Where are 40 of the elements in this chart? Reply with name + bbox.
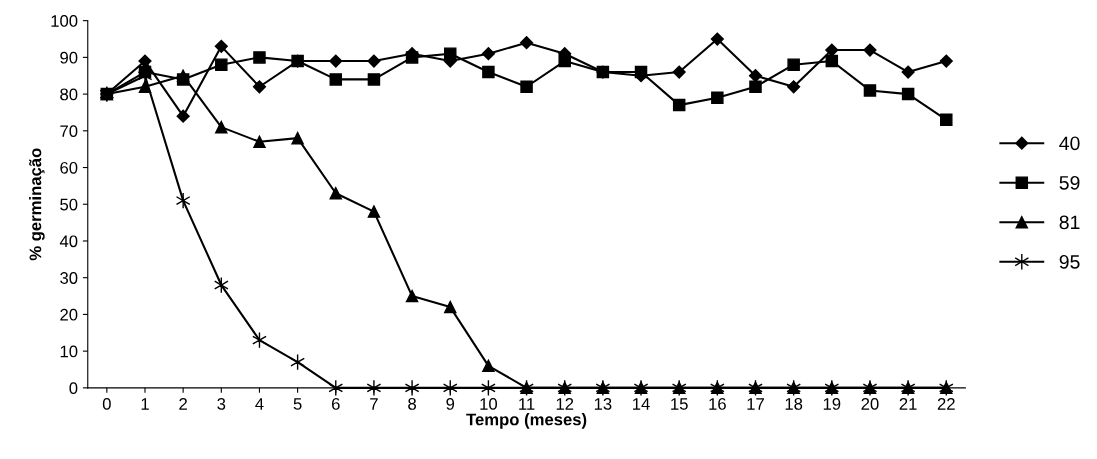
legend-label: 59 xyxy=(1059,175,1080,190)
x-tick-label: 9 xyxy=(446,398,455,410)
x-tick-label: 0 xyxy=(102,398,111,410)
x-tick-label: 7 xyxy=(370,398,378,410)
x-tick-label: 2 xyxy=(179,398,187,410)
x-tick-label: 16 xyxy=(709,398,726,410)
x-tick-label: 3 xyxy=(217,398,226,410)
x-tick-label: 20 xyxy=(861,398,879,410)
y-tick-label: 100 xyxy=(51,15,78,27)
x-axis-title: Tempo (meses) xyxy=(466,413,587,429)
x-tick-label: 8 xyxy=(408,398,416,410)
x-tick-label: 5 xyxy=(293,398,302,410)
x-tick-label: 1 xyxy=(141,398,149,410)
y-tick-label: 10 xyxy=(60,345,78,358)
x-tick-label: 15 xyxy=(671,398,688,410)
x-tick-label: 13 xyxy=(594,398,612,410)
x-tick-label: 11 xyxy=(519,398,535,410)
x-tick-label: 6 xyxy=(331,398,340,410)
y-tick-label: 30 xyxy=(60,272,78,284)
x-tick-label: 21 xyxy=(899,398,917,410)
y-tick-label: 60 xyxy=(60,161,78,174)
x-tick-label: 14 xyxy=(633,398,650,410)
legend-label: 95 xyxy=(1059,254,1080,269)
legend-label: 81 xyxy=(1059,215,1080,230)
y-tick-label: 90 xyxy=(60,51,78,64)
x-tick-label: 17 xyxy=(747,398,764,410)
legend-label: 40 xyxy=(1059,136,1080,151)
x-tick-label: 10 xyxy=(480,398,498,410)
y-axis-title: % germinação xyxy=(29,148,45,261)
x-tick-label: 22 xyxy=(937,398,955,410)
y-tick-label: 80 xyxy=(60,88,78,101)
y-tick-label: 0 xyxy=(69,382,78,395)
x-tick-label: 19 xyxy=(823,398,841,410)
y-tick-label: 50 xyxy=(60,198,78,211)
x-tick-label: 18 xyxy=(785,398,803,410)
y-tick-label: 70 xyxy=(60,125,78,138)
y-tick-label: 40 xyxy=(59,235,78,248)
x-tick-label: 4 xyxy=(255,398,264,410)
y-tick-label: 20 xyxy=(60,308,78,321)
x-tick-label: 12 xyxy=(556,398,574,410)
